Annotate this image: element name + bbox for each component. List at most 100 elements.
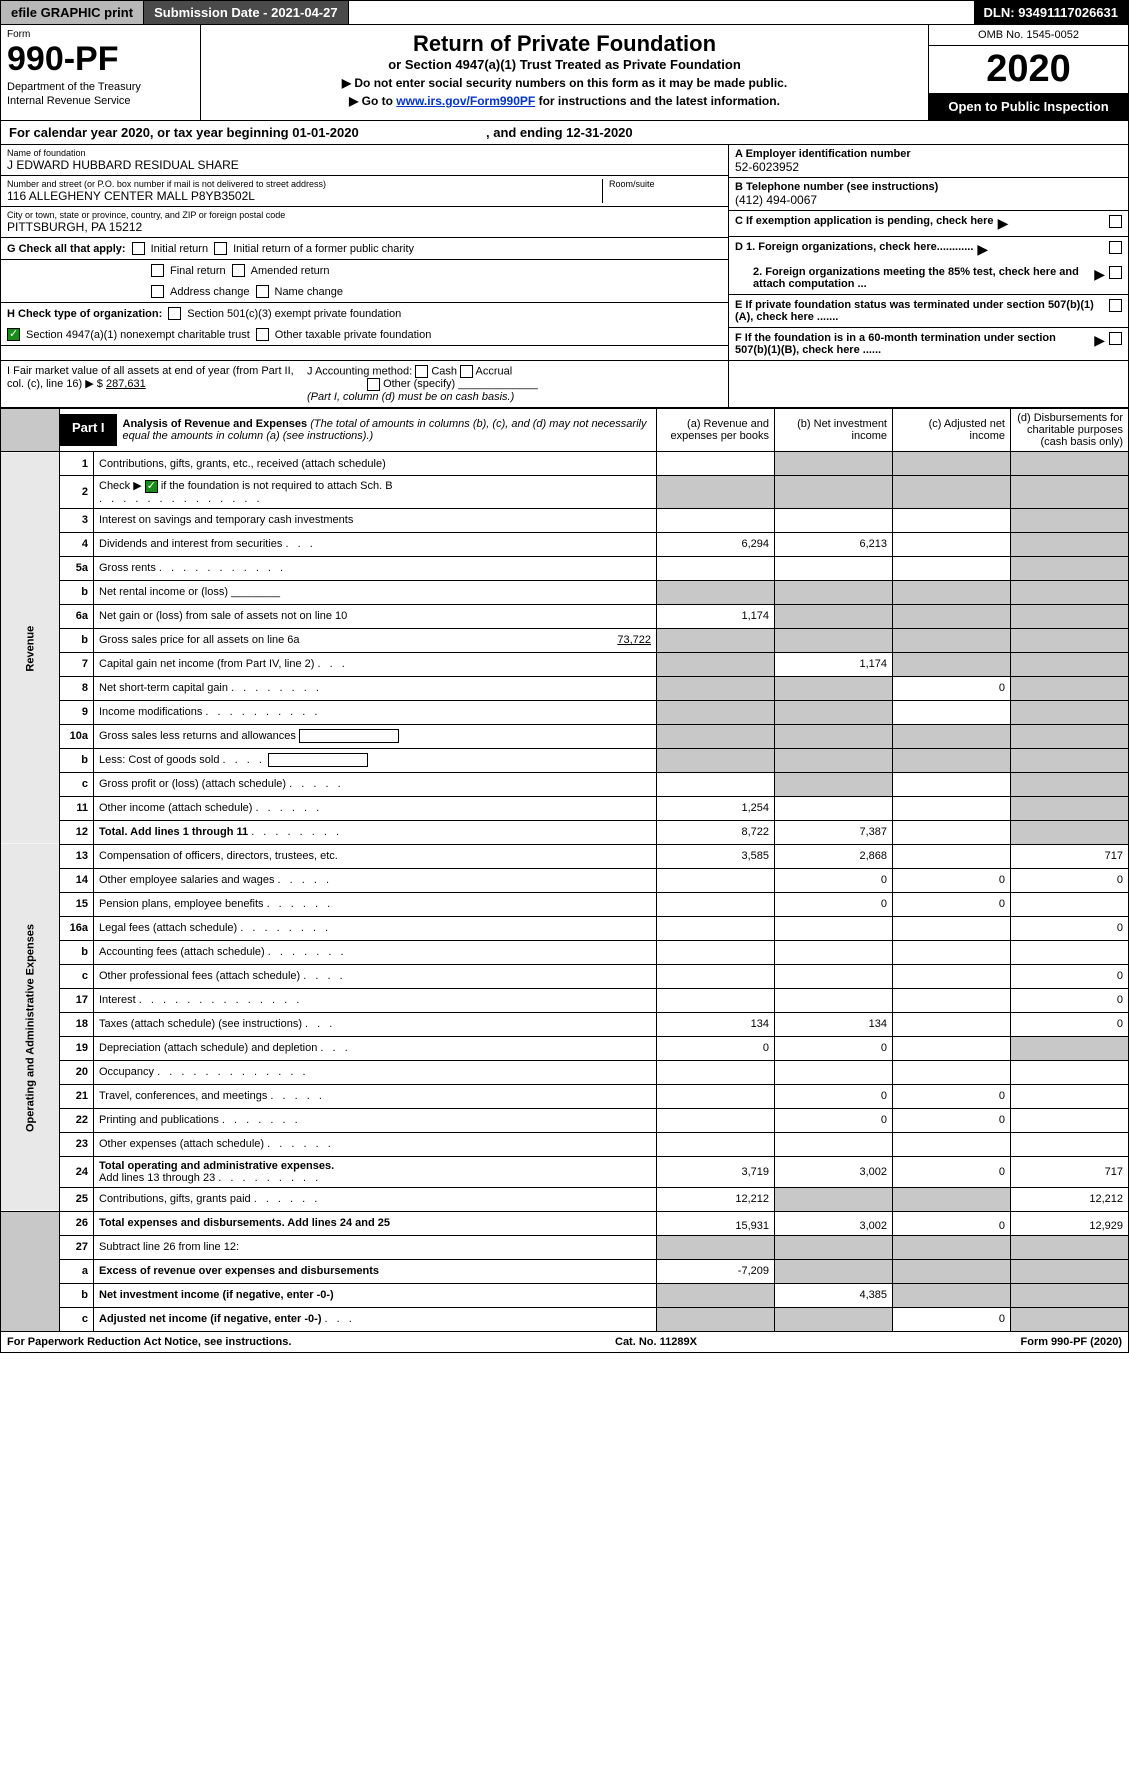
h-check-row2: Section 4947(a)(1) nonexempt charitable … <box>1 324 728 346</box>
form-label: Form <box>7 29 194 40</box>
line-8: Net short-term capital gain . . . . . . … <box>94 676 657 700</box>
line-5a: Gross rents . . . . . . . . . . . <box>94 556 657 580</box>
accrual-checkbox[interactable] <box>460 365 473 378</box>
fmv-value: 287,631 <box>106 378 146 390</box>
line-22: Printing and publications . . . . . . . <box>94 1108 657 1132</box>
submission-date: Submission Date - 2021-04-27 <box>144 1 349 24</box>
instr-ssn: ▶ Do not enter social security numbers o… <box>207 76 922 90</box>
501c3-checkbox[interactable] <box>168 307 181 320</box>
terminated-checkbox[interactable] <box>1109 299 1122 312</box>
topbar: efile GRAPHIC print Submission Date - 20… <box>0 0 1129 25</box>
line-14: Other employee salaries and wages . . . … <box>94 868 657 892</box>
d1-label: D 1. Foreign organizations, check here..… <box>735 241 973 253</box>
e-label: E If private foundation status was termi… <box>735 299 1105 323</box>
open-to-public: Open to Public Inspection <box>929 93 1128 120</box>
name-label: Name of foundation <box>7 148 722 158</box>
col-a-header: (a) Revenue and expenses per books <box>657 409 775 452</box>
exemption-pending-checkbox[interactable] <box>1109 215 1122 228</box>
foreign-85-checkbox[interactable] <box>1109 266 1122 279</box>
60-month-checkbox[interactable] <box>1109 332 1122 345</box>
line-10c: Gross profit or (loss) (attach schedule)… <box>94 772 657 796</box>
g-check-row3: Address change Name change <box>1 281 728 303</box>
calendar-year-row: For calendar year 2020, or tax year begi… <box>0 121 1129 145</box>
arrow-icon: ▶ <box>998 215 1009 232</box>
cash-label: Cash <box>431 365 457 377</box>
line-27c: Adjusted net income (if negative, enter … <box>94 1307 657 1331</box>
part1-label: Part I <box>60 414 117 446</box>
line-12: Total. Add lines 1 through 11 . . . . . … <box>94 820 657 844</box>
501c3-label: Section 501(c)(3) exempt private foundat… <box>187 308 401 320</box>
4947a1-checkbox[interactable] <box>7 328 20 341</box>
final-return-checkbox[interactable] <box>151 264 164 277</box>
city-label: City or town, state or province, country… <box>7 210 722 220</box>
arrow-icon: ▶ <box>1094 332 1105 349</box>
line-4: Dividends and interest from securities .… <box>94 532 657 556</box>
line-16c: Other professional fees (attach schedule… <box>94 964 657 988</box>
accounting-method-label: J Accounting method: <box>307 365 412 377</box>
instr-post: for instructions and the latest informat… <box>535 94 780 108</box>
form-subtitle: or Section 4947(a)(1) Trust Treated as P… <box>207 57 922 72</box>
amended-return-checkbox[interactable] <box>232 264 245 277</box>
tel-label: B Telephone number (see instructions) <box>735 181 1122 193</box>
line-27b: Net investment income (if negative, ente… <box>94 1283 657 1307</box>
line-17: Interest . . . . . . . . . . . . . . <box>94 988 657 1012</box>
dept-treasury: Department of the Treasury <box>7 81 194 93</box>
g-check-row2: Final return Amended return <box>1 260 728 281</box>
irs-link[interactable]: www.irs.gov/Form990PF <box>396 94 535 108</box>
foreign-org-checkbox[interactable] <box>1109 241 1122 254</box>
line-3: Interest on savings and temporary cash i… <box>94 508 657 532</box>
ein-label: A Employer identification number <box>735 148 1122 160</box>
initial-former-checkbox[interactable] <box>214 242 227 255</box>
line-10a: Gross sales less returns and allowances <box>94 724 657 748</box>
line-7: Capital gain net income (from Part IV, l… <box>94 652 657 676</box>
irs: Internal Revenue Service <box>7 95 194 107</box>
line-6a: Net gain or (loss) from sale of assets n… <box>94 604 657 628</box>
line-21: Travel, conferences, and meetings . . . … <box>94 1084 657 1108</box>
line-2: Check ▶ if the foundation is not require… <box>94 476 657 509</box>
line-26: Total expenses and disbursements. Add li… <box>94 1211 657 1235</box>
initial-return-label: Initial return <box>151 243 208 255</box>
omb-number: OMB No. 1545-0052 <box>929 25 1128 46</box>
sch-b-checkbox[interactable] <box>145 480 158 493</box>
line-9: Income modifications . . . . . . . . . . <box>94 700 657 724</box>
line-13: Compensation of officers, directors, tru… <box>94 844 657 868</box>
cash-checkbox[interactable] <box>415 365 428 378</box>
name-change-label: Name change <box>275 286 344 298</box>
col-d-header: (d) Disbursements for charitable purpose… <box>1011 409 1129 452</box>
cash-basis-note: (Part I, column (d) must be on cash basi… <box>307 391 514 403</box>
line-23: Other expenses (attach schedule) . . . .… <box>94 1132 657 1156</box>
form-ref: Form 990-PF (2020) <box>1021 1336 1122 1348</box>
line-6b: Gross sales price for all assets on line… <box>94 628 657 652</box>
paperwork-notice: For Paperwork Reduction Act Notice, see … <box>7 1336 291 1348</box>
line-20: Occupancy . . . . . . . . . . . . . <box>94 1060 657 1084</box>
fmv-label: I Fair market value of all assets at end… <box>7 365 294 390</box>
g-label: G Check all that apply: <box>7 243 126 255</box>
foundation-name: J EDWARD HUBBARD RESIDUAL SHARE <box>7 158 722 172</box>
d2-label: 2. Foreign organizations meeting the 85%… <box>735 266 1090 290</box>
room-label: Room/suite <box>609 179 722 189</box>
form-title: Return of Private Foundation <box>207 31 922 57</box>
operating-expenses-label: Operating and Administrative Expenses <box>1 844 60 1211</box>
other-method-checkbox[interactable] <box>367 378 380 391</box>
form-page: efile GRAPHIC print Submission Date - 20… <box>0 0 1129 1353</box>
line-11: Other income (attach schedule) . . . . .… <box>94 796 657 820</box>
initial-former-label: Initial return of a former public charit… <box>233 243 414 255</box>
name-change-checkbox[interactable] <box>256 285 269 298</box>
line-16b: Accounting fees (attach schedule) . . . … <box>94 940 657 964</box>
address-change-checkbox[interactable] <box>151 285 164 298</box>
other-taxable-checkbox[interactable] <box>256 328 269 341</box>
col-c-header: (c) Adjusted net income <box>893 409 1011 452</box>
telephone: (412) 494-0067 <box>735 193 1122 207</box>
efile-print-button[interactable]: efile GRAPHIC print <box>1 1 144 24</box>
line-18: Taxes (attach schedule) (see instruction… <box>94 1012 657 1036</box>
revenue-label: Revenue <box>1 452 60 845</box>
initial-return-checkbox[interactable] <box>132 242 145 255</box>
line-27a: Excess of revenue over expenses and disb… <box>94 1259 657 1283</box>
other-taxable-label: Other taxable private foundation <box>275 329 432 341</box>
line-15: Pension plans, employee benefits . . . .… <box>94 892 657 916</box>
info-grid: Name of foundation J EDWARD HUBBARD RESI… <box>0 145 1129 361</box>
form-header: Form 990-PF Department of the Treasury I… <box>0 25 1129 121</box>
cat-no: Cat. No. 11289X <box>615 1336 697 1348</box>
city-state-zip: PITTSBURGH, PA 15212 <box>7 220 722 234</box>
addr-label: Number and street (or P.O. box number if… <box>7 179 602 189</box>
